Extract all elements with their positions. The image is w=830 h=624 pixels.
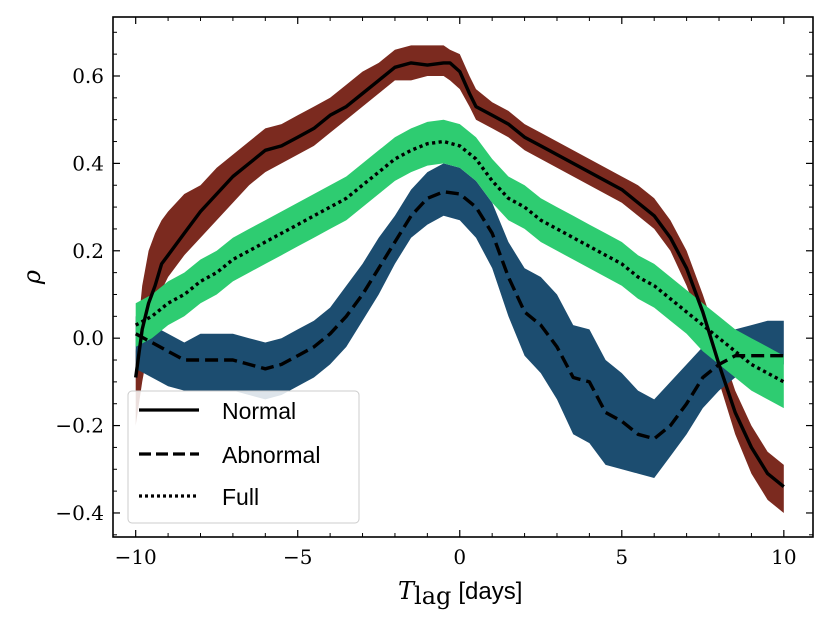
legend-box (127, 390, 360, 524)
legend: Normal Abnormal Full (127, 390, 360, 524)
band-full (135, 119, 784, 409)
axis-ticks (113, 17, 813, 537)
x-tick-label: 5 (615, 545, 628, 569)
x-axis-label-main: T (398, 577, 416, 605)
y-axis-label: ρ (18, 270, 46, 285)
x-axis-label: Tlag [days] (398, 577, 522, 610)
x-axis-label-unit: [days] (458, 578, 522, 605)
y-tick-label: 0.2 (72, 239, 104, 263)
legend-label-full: Full (222, 484, 259, 510)
tick-labels: −10 −5 0 5 10 −0.4 −0.2 0.0 0.2 0.4 0.6 (55, 64, 796, 569)
y-tick-label: 0.0 (72, 326, 104, 350)
y-tick-label: 0.4 (72, 151, 104, 175)
y-tick-label: −0.4 (55, 501, 104, 525)
line-abnormal (134, 190, 784, 441)
y-tick-label: 0.6 (72, 64, 104, 88)
y-tick-label: −0.2 (55, 414, 104, 438)
series-lines (134, 61, 785, 489)
x-tick-label: −5 (283, 545, 312, 569)
x-axis-label-subscript: lag (414, 582, 451, 610)
legend-label-abnormal: Abnormal (222, 442, 320, 468)
x-tick-label: −10 (115, 545, 157, 569)
legend-label-normal: Normal (222, 398, 296, 424)
line-normal (134, 61, 785, 489)
x-tick-label: 10 (771, 545, 796, 569)
plot-frame (112, 16, 814, 538)
band-abnormal (135, 163, 784, 478)
x-tick-label: 0 (453, 545, 466, 569)
confidence-bands (135, 45, 784, 514)
line-full (134, 139, 785, 384)
